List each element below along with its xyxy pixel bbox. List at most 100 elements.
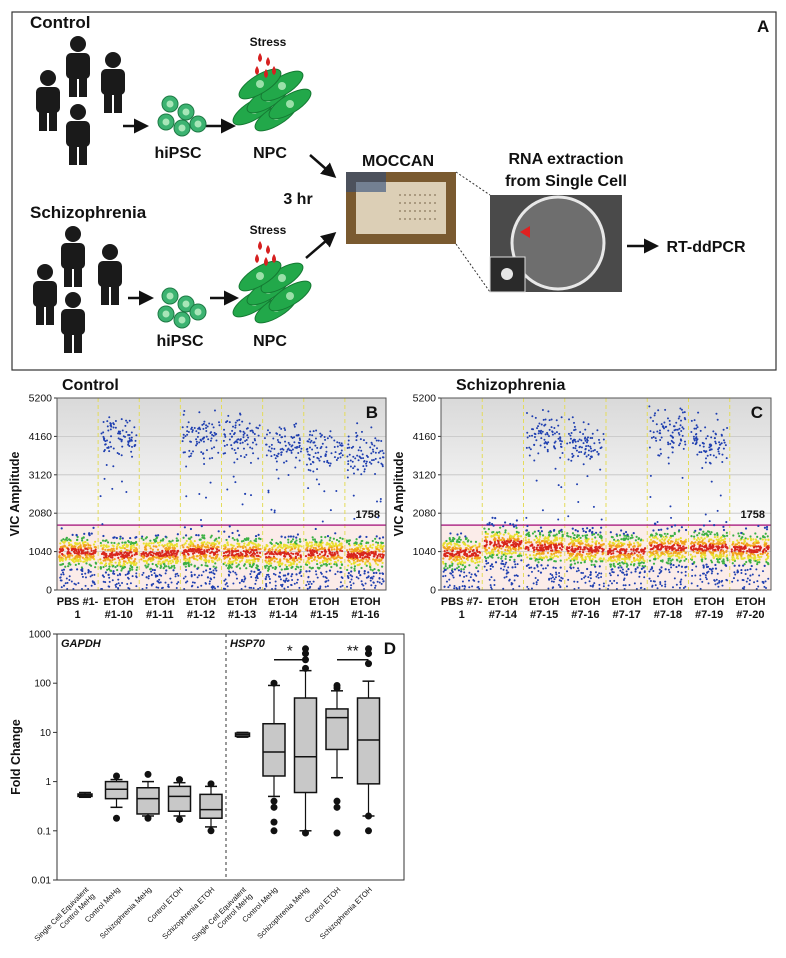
droplet (194, 582, 196, 584)
chip-dot (404, 202, 406, 204)
droplet (101, 523, 103, 525)
droplet (318, 546, 320, 548)
nucleus (183, 301, 190, 308)
droplet (560, 577, 562, 579)
droplet (123, 544, 125, 546)
droplet (156, 537, 158, 539)
droplet (576, 553, 578, 555)
droplet (59, 564, 61, 566)
droplet (495, 547, 497, 549)
droplet (463, 576, 465, 578)
droplet (589, 545, 591, 547)
droplet (82, 557, 84, 559)
droplet (281, 569, 283, 571)
droplet (636, 559, 638, 561)
droplet (259, 587, 261, 589)
droplet (624, 577, 626, 579)
droplet (244, 563, 246, 565)
droplet (292, 538, 294, 540)
droplet (241, 557, 243, 559)
droplet (598, 584, 600, 586)
droplet (309, 541, 311, 543)
droplet (350, 567, 352, 569)
droplet (312, 470, 314, 472)
droplet (506, 573, 508, 575)
droplet (265, 578, 267, 580)
droplet (643, 560, 645, 562)
droplet (465, 538, 467, 540)
droplet (445, 565, 447, 567)
droplet (214, 410, 216, 412)
droplet (197, 549, 199, 551)
droplet (483, 527, 485, 529)
droplet (145, 549, 147, 551)
droplet (321, 551, 323, 553)
droplet (294, 426, 296, 428)
droplet (197, 576, 199, 578)
droplet (478, 544, 480, 546)
droplet (156, 580, 158, 582)
droplet (670, 535, 672, 537)
droplet (620, 542, 622, 544)
nucleus (163, 119, 170, 126)
droplet (382, 557, 384, 559)
droplet (650, 539, 652, 541)
droplet (99, 558, 101, 560)
droplet (663, 536, 665, 538)
droplet (115, 562, 117, 564)
droplet (309, 430, 311, 432)
droplet (78, 556, 80, 558)
droplet (215, 538, 217, 540)
droplet (620, 566, 622, 568)
droplet (509, 559, 511, 561)
droplet (537, 561, 539, 563)
droplet (690, 535, 692, 537)
droplet (364, 460, 366, 462)
droplet (588, 550, 590, 552)
droplet (506, 540, 508, 542)
droplet (257, 577, 259, 579)
droplet (290, 445, 292, 447)
droplet (287, 539, 289, 541)
droplet (135, 541, 137, 543)
droplet (198, 432, 200, 434)
chart-title: Control (62, 377, 119, 394)
droplet (558, 572, 560, 574)
droplet (118, 453, 120, 455)
droplet (361, 545, 363, 547)
droplet (313, 549, 315, 551)
droplet (133, 426, 135, 428)
droplet (319, 562, 321, 564)
droplet (337, 559, 339, 561)
droplet (342, 454, 344, 456)
droplet (239, 430, 241, 432)
droplet (299, 549, 301, 551)
droplet (364, 570, 366, 572)
droplet (201, 545, 203, 547)
droplet (338, 453, 340, 455)
droplet (182, 537, 184, 539)
droplet (61, 553, 63, 555)
droplet (130, 557, 132, 559)
droplet (490, 535, 492, 537)
droplet (560, 566, 562, 568)
droplet (307, 487, 309, 489)
droplet (299, 445, 301, 447)
droplet (85, 562, 87, 564)
droplet (121, 558, 123, 560)
droplet (614, 559, 616, 561)
droplet (347, 460, 349, 462)
droplet (512, 542, 514, 544)
droplet (452, 540, 454, 542)
droplet (194, 540, 196, 542)
droplet (611, 582, 613, 584)
droplet (331, 552, 333, 554)
droplet (638, 560, 640, 562)
droplet (672, 564, 674, 566)
droplet (215, 566, 217, 568)
droplet (464, 554, 466, 556)
droplet (542, 547, 544, 549)
droplet (373, 576, 375, 578)
droplet (187, 562, 189, 564)
droplet (367, 560, 369, 562)
